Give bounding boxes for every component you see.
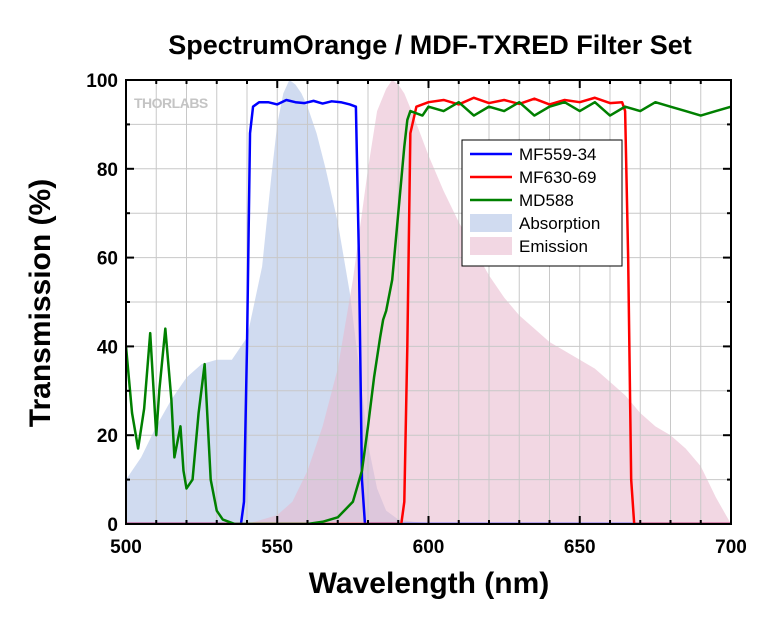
thorlabs-watermark: THORLABS <box>134 95 208 111</box>
y-tick-label: 20 <box>97 426 118 447</box>
x-tick-labels: 500 550 600 650 700 <box>110 537 747 558</box>
legend-label-emission: Emission <box>519 237 588 256</box>
x-axis-label: Wavelength (nm) <box>309 567 550 600</box>
x-tick-label: 650 <box>564 537 596 558</box>
legend-swatch-absorption <box>470 214 512 232</box>
y-tick-labels: 0 20 40 60 80 100 <box>86 71 118 536</box>
series-line-mf559-34 <box>126 98 731 524</box>
grid-lines <box>126 80 731 524</box>
legend-label-mf630-69: MF630-69 <box>519 168 596 187</box>
x-tick-label: 700 <box>715 537 747 558</box>
legend-swatch-emission <box>470 237 512 255</box>
legend-label-absorption: Absorption <box>519 214 600 233</box>
y-axis-label: Transmission (%) <box>24 179 57 427</box>
series-line-mf630-69 <box>126 96 731 524</box>
y-tick-label: 80 <box>97 160 118 181</box>
y-tick-label: 40 <box>97 337 118 358</box>
legend: MF559-34 MF630-69 MD588 Absorption Emission <box>461 139 623 267</box>
y-tick-label: 60 <box>97 249 118 270</box>
axis-ticks <box>125 79 732 525</box>
y-tick-label: 100 <box>86 71 118 92</box>
chart-title: SpectrumOrange / MDF-TXRED Filter Set <box>168 30 692 60</box>
x-tick-label: 550 <box>261 537 293 558</box>
x-tick-label: 600 <box>413 537 445 558</box>
line-series-group <box>126 96 731 524</box>
legend-label-md588: MD588 <box>519 191 574 210</box>
legend-label-mf559-34: MF559-34 <box>519 145 596 164</box>
series-line-md588 <box>126 100 731 524</box>
x-tick-label: 500 <box>110 537 142 558</box>
y-tick-label: 0 <box>107 515 118 536</box>
